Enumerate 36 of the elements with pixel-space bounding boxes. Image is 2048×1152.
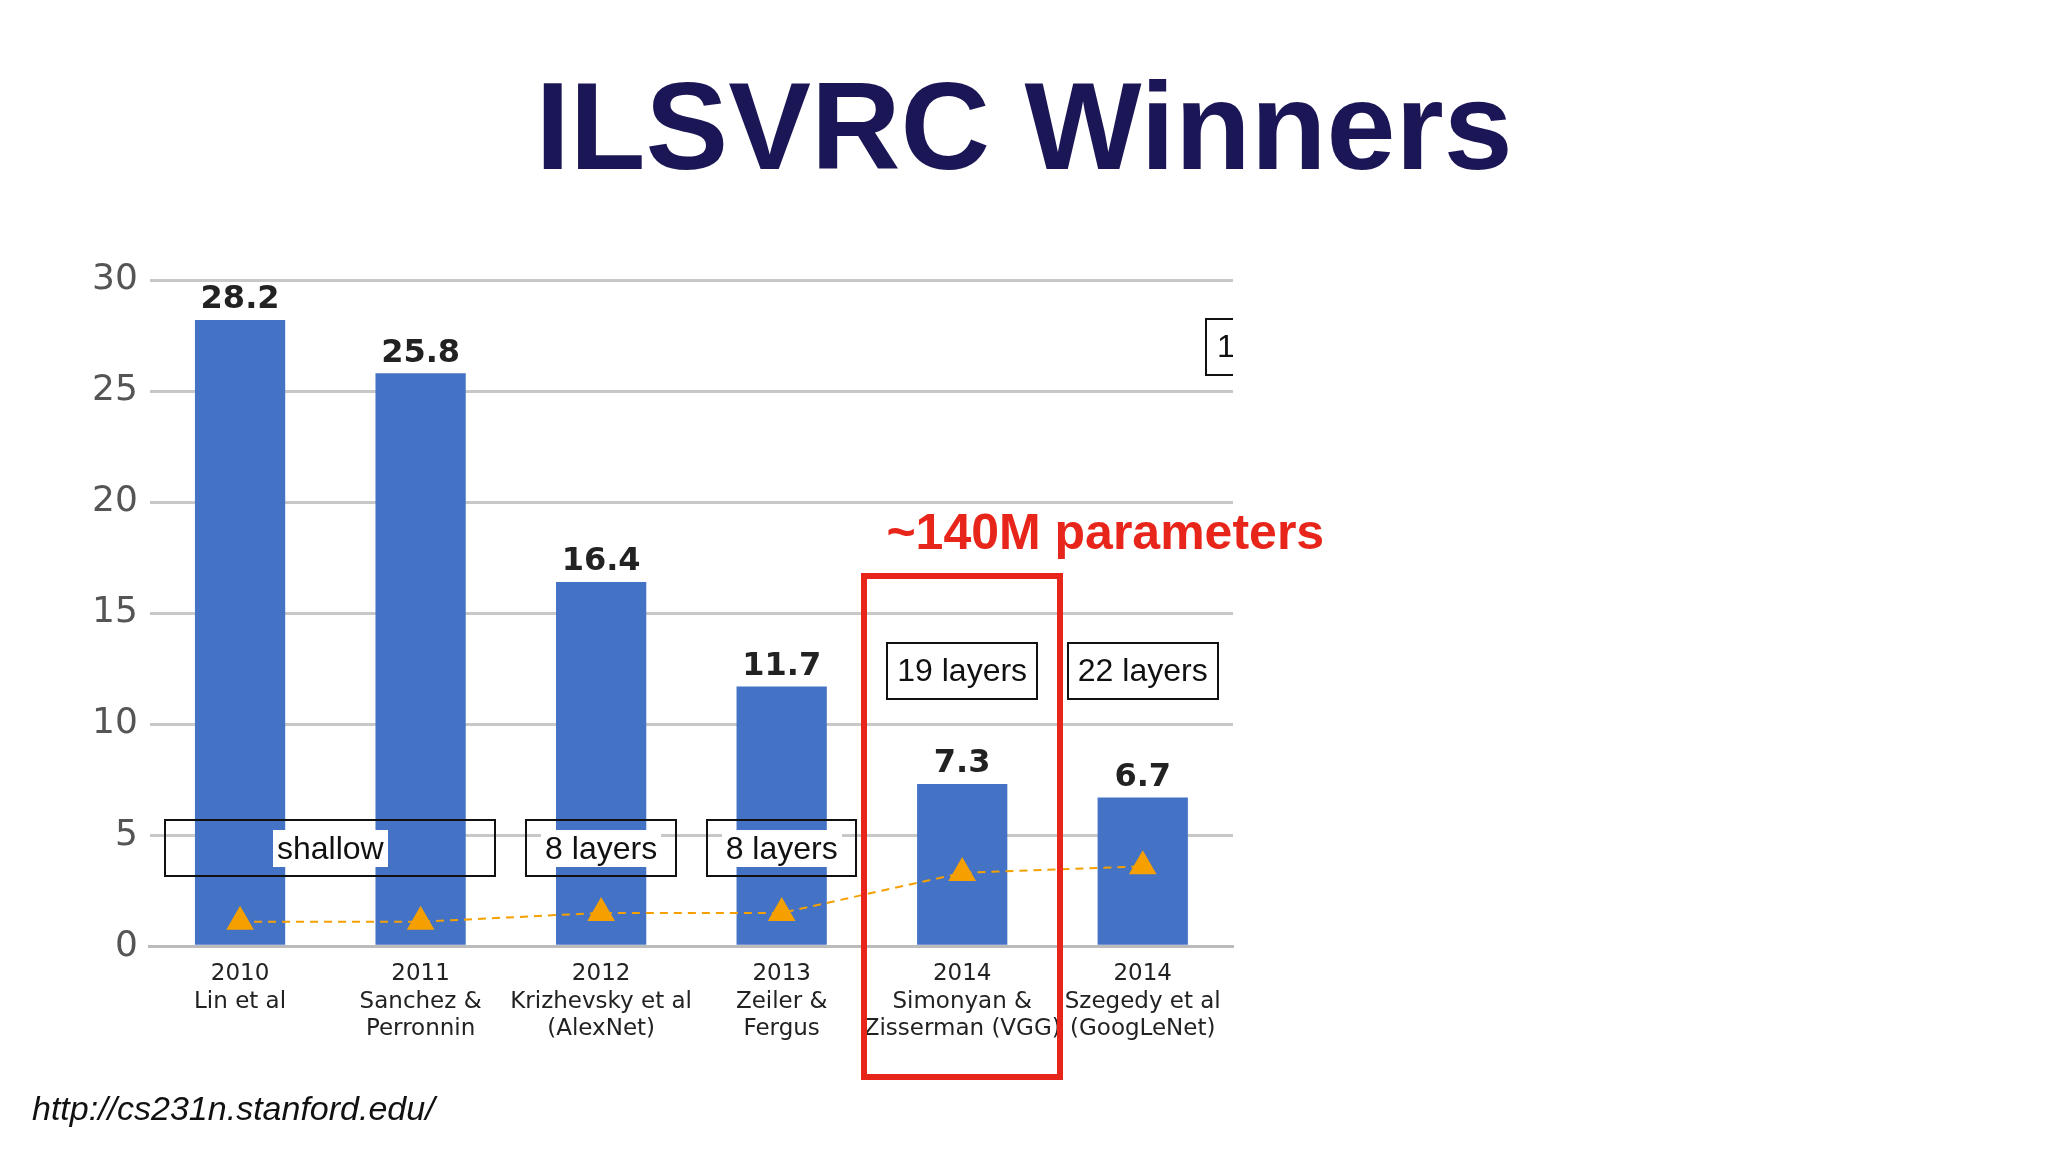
annotation: 8 layers: [721, 829, 842, 867]
annotation: 8 layers: [541, 829, 662, 867]
y-tick-label: 5: [114, 811, 138, 853]
y-tick-label: 20: [92, 478, 138, 520]
chart-title: ILSVRC Winners: [534, 56, 1514, 197]
x-tick-label: 2014 Szegedy et al (GoogLeNet): [1064, 958, 1221, 1041]
x-tick-label: 2011 Sanchez & Perronnin: [359, 958, 482, 1041]
data-label: 7.3: [933, 742, 991, 781]
point: [588, 897, 615, 921]
point: [407, 906, 434, 930]
point: [768, 897, 795, 921]
y-tick-label: 15: [92, 589, 138, 631]
x-tick-label: 2014 Simonyan & Zisserman (VGG): [863, 958, 1061, 1041]
bar: [1097, 797, 1188, 945]
x-tick-label: 2010 Lin et al: [194, 958, 287, 1013]
data-label: 11.7: [742, 644, 822, 683]
data-label: 25.8: [381, 331, 461, 370]
y-tick-label: 25: [92, 367, 138, 409]
annotation: 1: [1216, 328, 1234, 366]
point: [949, 857, 976, 881]
text: http://cs231n.stanford.edu/: [32, 1089, 439, 1128]
point: [226, 906, 254, 930]
data-label: 16.4: [561, 540, 641, 579]
y-tick-label: 0: [114, 922, 138, 964]
annotation: shallow: [272, 829, 388, 867]
data-label: 28.2: [200, 278, 280, 317]
point: [1129, 851, 1156, 875]
x-tick-label: 2013 Zeiler & Fergus: [735, 958, 828, 1041]
annotation: 19 layers: [893, 652, 1032, 690]
data-label: 6.7: [1114, 755, 1172, 794]
x-tick-label: 2012 Krizhevsky et al (AlexNet): [510, 958, 692, 1041]
bar: [917, 784, 1008, 945]
y-tick-label: 10: [92, 700, 138, 742]
annotation: ~140M parameters: [886, 503, 1325, 560]
annotation: 22 layers: [1073, 652, 1212, 690]
y-tick-label: 30: [92, 256, 138, 298]
